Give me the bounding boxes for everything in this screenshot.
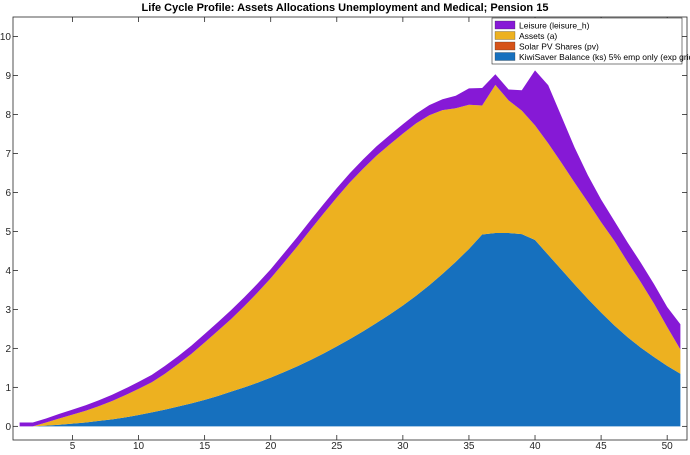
y-tick-label: 4 — [5, 266, 11, 277]
y-tick-label: 3 — [5, 305, 11, 316]
y-tick-label: 2 — [5, 344, 11, 355]
y-tick-label: 7 — [5, 149, 11, 160]
x-tick-label: 10 — [133, 441, 145, 450]
y-tick-label: 5 — [5, 227, 11, 238]
legend: Leisure (leisure_h)Assets (a)Solar PV Sh… — [491, 17, 690, 65]
y-tick-label: 10 — [0, 32, 11, 43]
y-tick-label: 1 — [5, 383, 11, 394]
area-series-group — [19, 70, 681, 427]
legend-swatch — [494, 41, 516, 51]
y-tick-label: 8 — [5, 110, 11, 121]
chart-title: Life Cycle Profile: Assets Allocations U… — [142, 2, 549, 14]
y-tick-label: 6 — [5, 188, 11, 199]
y-axis: 0 1 2 3 4 5 6 7 8 9 10 — [0, 32, 687, 433]
legend-label: Solar PV Shares (pv) — [519, 42, 599, 52]
legend-label: KiwiSaver Balance (ks) 5% emp only (exp … — [519, 52, 690, 62]
x-tick-label: 40 — [529, 441, 541, 450]
legend-swatch — [494, 31, 516, 40]
area-series-2 — [19, 84, 681, 427]
area-series-0 — [19, 232, 681, 427]
legend-swatch — [494, 52, 516, 61]
x-tick-label: 20 — [265, 441, 277, 450]
x-tick-label: 5 — [70, 441, 76, 450]
axes-box — [12, 16, 688, 441]
x-tick-label: 25 — [331, 441, 343, 450]
legend-swatch — [494, 20, 516, 30]
y-tick-label: 0 — [5, 422, 11, 433]
legend-box — [491, 17, 683, 65]
x-tick-label: 50 — [662, 441, 674, 450]
x-tick-label: 30 — [397, 441, 409, 450]
x-tick-label: 15 — [199, 441, 211, 450]
legend-label: Assets (a) — [519, 31, 557, 41]
legend-label: Leisure (leisure_h) — [519, 21, 590, 31]
x-tick-label: 35 — [463, 441, 475, 450]
y-tick-label: 9 — [5, 71, 11, 82]
x-tick-label: 45 — [596, 441, 608, 450]
